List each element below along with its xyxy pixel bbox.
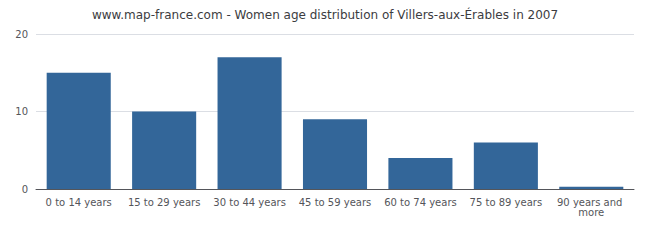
- svg-text:0 to 14 years: 0 to 14 years: [46, 197, 112, 208]
- svg-text:60 to 74 years: 60 to 74 years: [384, 197, 457, 208]
- svg-text:75 to 89 years: 75 to 89 years: [470, 197, 543, 208]
- svg-text:more: more: [578, 207, 604, 218]
- svg-text:0: 0: [22, 184, 28, 195]
- svg-text:20: 20: [15, 29, 28, 40]
- svg-text:15 to 29 years: 15 to 29 years: [128, 197, 201, 208]
- svg-text:www.map-france.com - Women age: www.map-france.com - Women age distribut…: [92, 7, 558, 22]
- svg-text:45 to 59 years: 45 to 59 years: [299, 197, 372, 208]
- svg-text:90 years and: 90 years and: [557, 196, 626, 208]
- svg-text:30 to 44 years: 30 to 44 years: [213, 197, 286, 208]
- svg-text:10: 10: [15, 106, 28, 117]
